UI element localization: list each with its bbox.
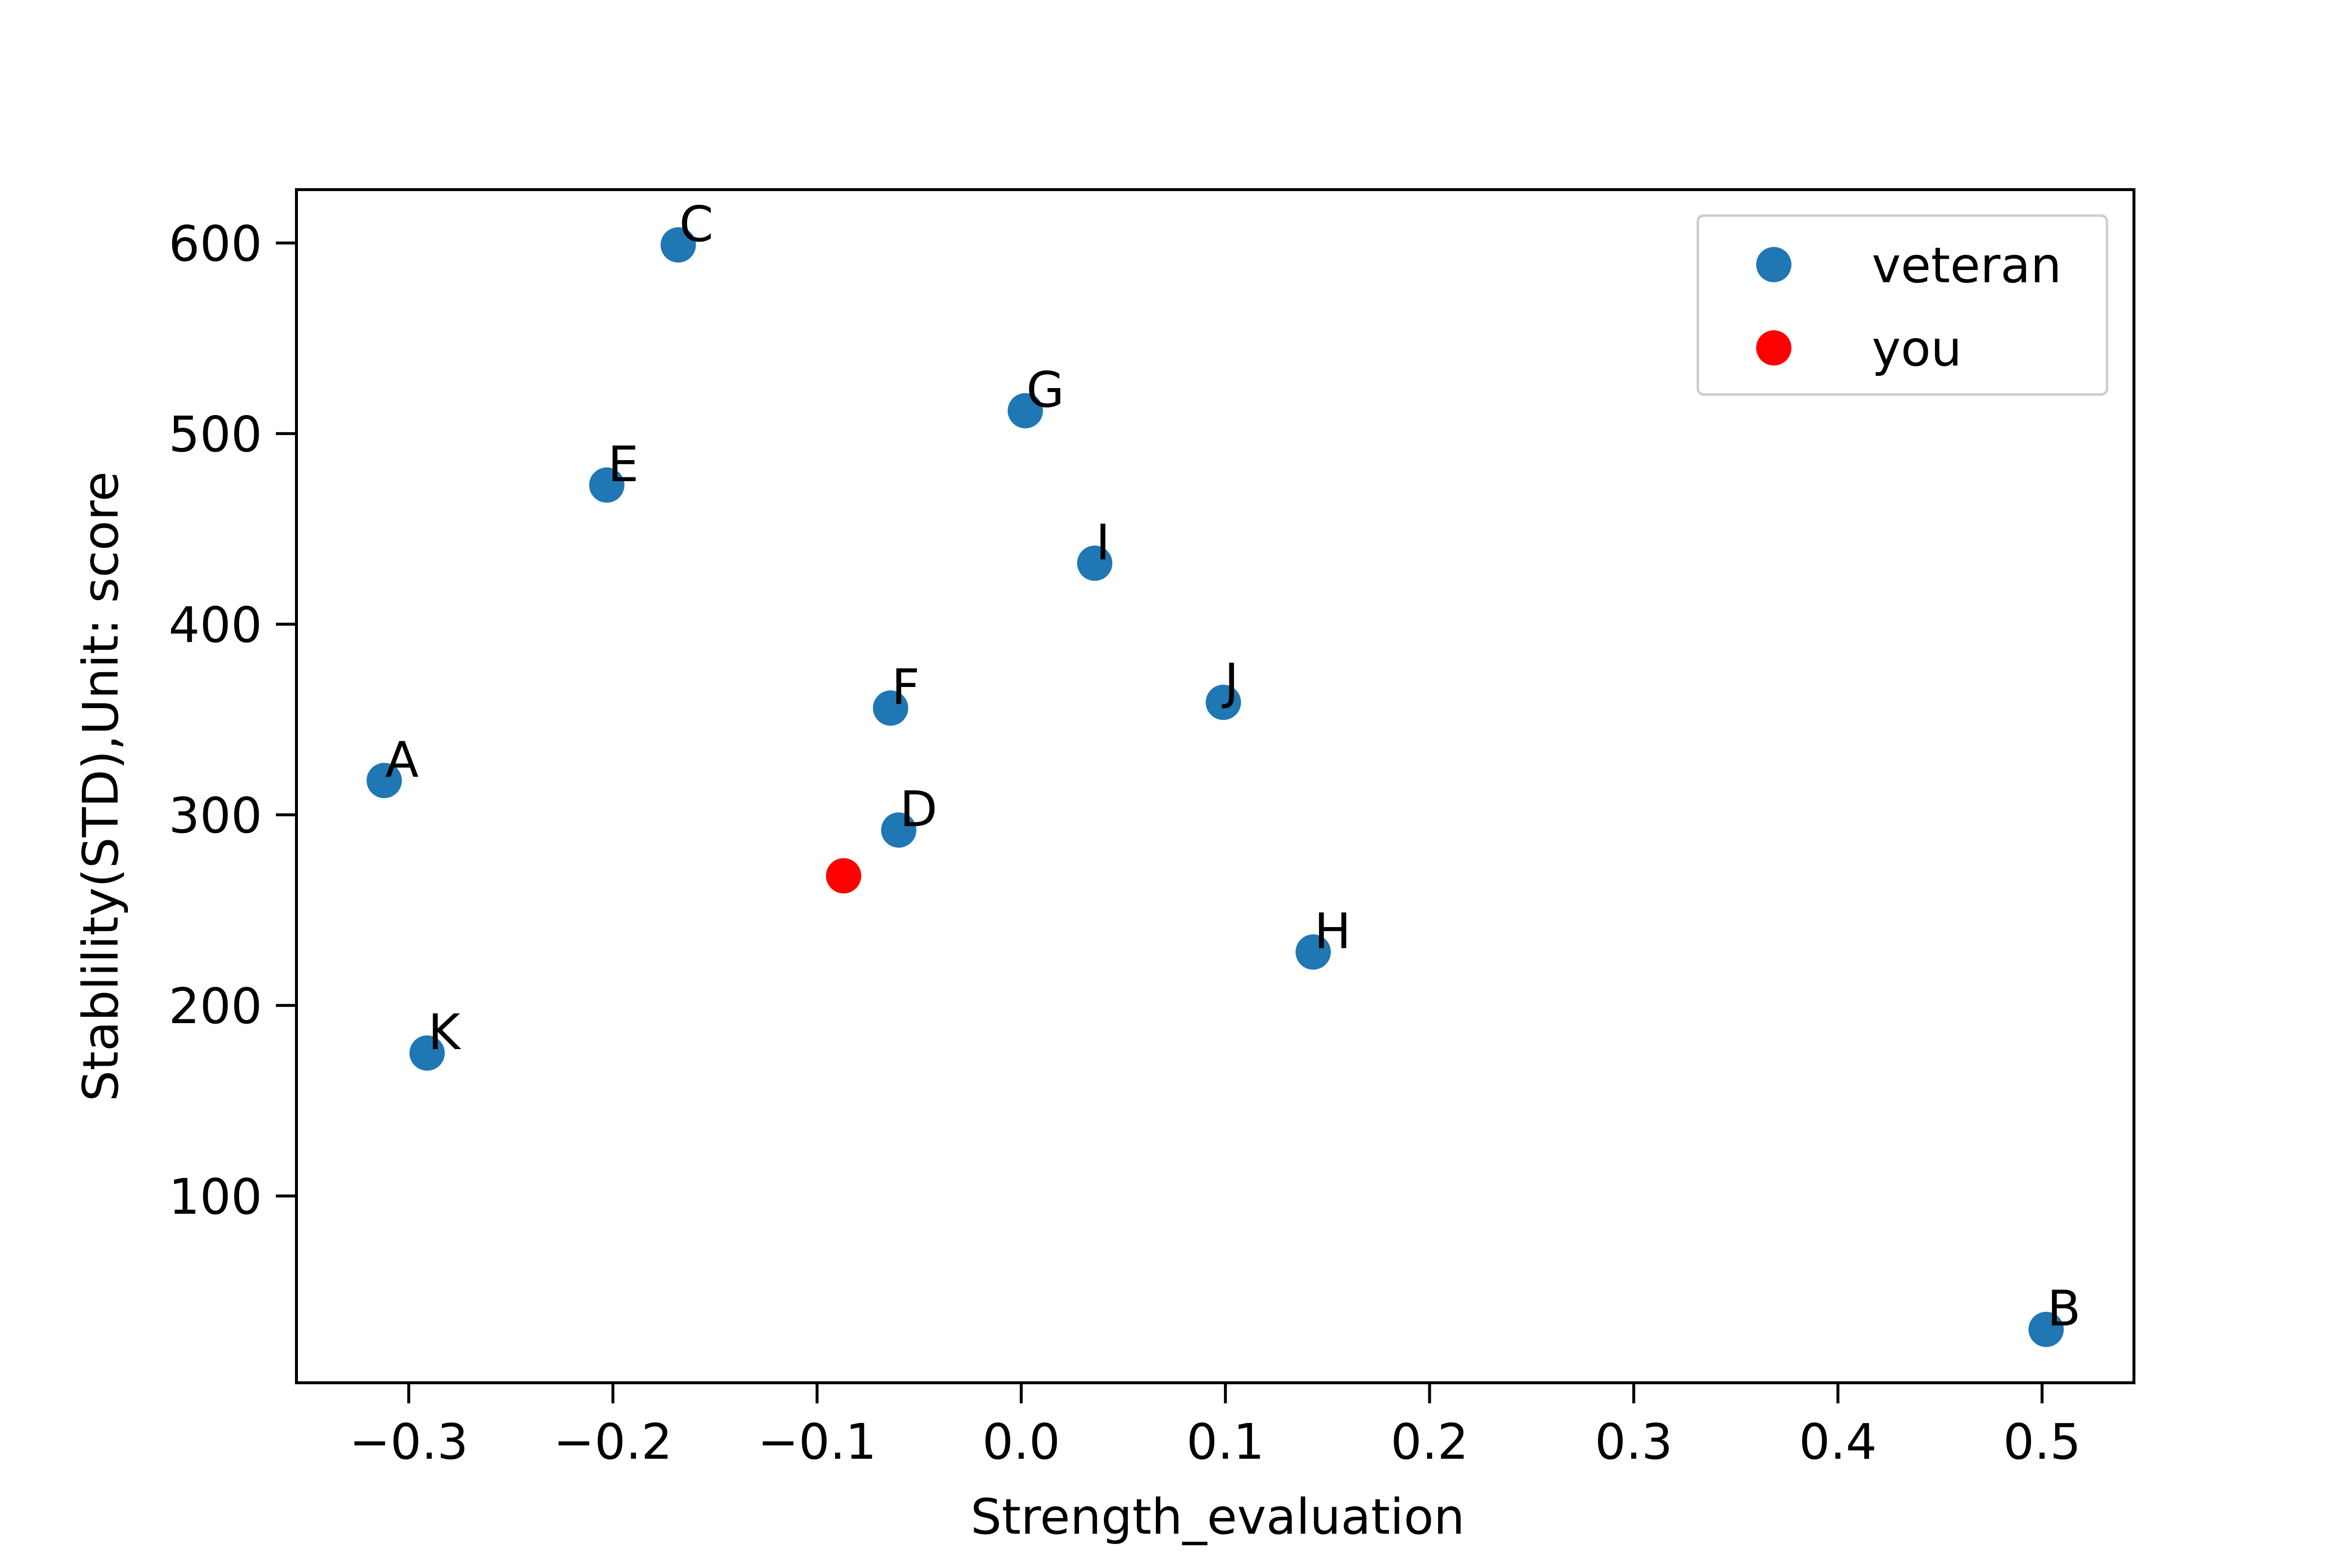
data-point-veteran-d — [881, 812, 917, 848]
x-axis-label: Strength_evaluation — [971, 1488, 1465, 1545]
y-tick-label: 400 — [169, 596, 262, 654]
x-tick-label: −0.2 — [553, 1413, 672, 1470]
data-point-veteran-h — [1296, 934, 1331, 970]
point-label-f: F — [892, 659, 920, 716]
point-label-b: B — [2047, 1280, 2081, 1337]
y-tick-label: 500 — [169, 406, 262, 463]
point-label-c: C — [679, 196, 713, 253]
x-tick-label: 0.3 — [1595, 1413, 1673, 1470]
point-label-i: I — [1096, 514, 1110, 571]
legend-box — [1696, 214, 2108, 396]
y-tick-label: 300 — [169, 787, 262, 844]
legend-label-you: you — [1872, 320, 1962, 377]
legend-marker-veteran — [1756, 247, 1791, 282]
x-tick-label: 0.0 — [982, 1413, 1060, 1470]
point-label-j: J — [1222, 653, 1239, 710]
data-point-veteran-f — [873, 690, 908, 726]
point-label-d: D — [900, 781, 937, 838]
data-point-veteran-i — [1077, 545, 1113, 581]
y-tick-label: 600 — [169, 215, 262, 272]
point-label-a: A — [385, 731, 418, 788]
data-point-veteran-k — [409, 1035, 445, 1071]
x-tick-label: −0.1 — [758, 1413, 877, 1470]
point-label-h: H — [1314, 903, 1351, 960]
data-point-veteran-b — [2028, 1312, 2064, 1348]
y-axis-label: Stablility(STD),Unit: score — [72, 471, 129, 1102]
x-tick-label: 0.5 — [2003, 1413, 2081, 1470]
data-point-you — [826, 858, 861, 894]
x-tick-label: −0.3 — [349, 1413, 468, 1470]
data-point-veteran-j — [1205, 685, 1241, 720]
y-tick-label: 200 — [169, 978, 262, 1035]
point-label-e: E — [608, 436, 638, 493]
data-point-veteran-g — [1007, 393, 1043, 429]
x-tick-label: 0.1 — [1186, 1413, 1264, 1470]
data-point-veteran-c — [661, 227, 696, 263]
plot-frame — [295, 188, 2135, 1384]
y-tick-label: 100 — [169, 1168, 262, 1225]
plot-layer: −0.3 −0.2 −0.1 0.0 0.1 0.2 0.3 0.4 0.5 100 200 300 4… — [169, 188, 2135, 1470]
data-point-veteran-e — [589, 467, 625, 503]
point-label-g: G — [1027, 361, 1065, 418]
legend-label-veteran: veteran — [1872, 237, 2061, 294]
legend-marker-you — [1756, 330, 1791, 366]
x-tick-label: 0.2 — [1391, 1413, 1469, 1470]
x-tick-label: 0.4 — [1799, 1413, 1877, 1470]
data-point-veteran-a — [367, 762, 402, 798]
point-label-k: K — [428, 1004, 462, 1061]
